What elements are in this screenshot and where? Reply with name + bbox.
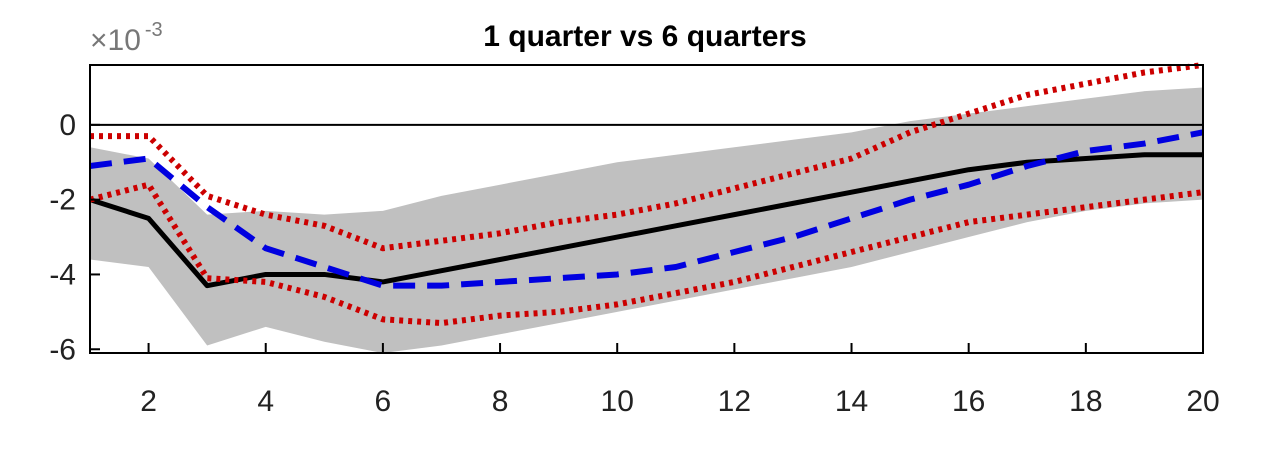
y-tick-label: -6 [49,333,76,366]
x-tick-label: 18 [1069,385,1102,418]
y-exponent-base: ×10 [90,24,141,57]
x-tick-label: 20 [1186,385,1219,418]
y-axis-exponent: ×10 -3 [90,19,163,57]
x-tick-label: 16 [952,385,985,418]
chart-title: 1 quarter vs 6 quarters [483,20,806,53]
y-axis: 0 -2 -4 -6 [49,109,100,366]
y-tick-label: -2 [49,184,76,217]
y-exponent-power: -3 [145,19,163,41]
x-tick-label: 2 [140,385,157,418]
x-tick-label: 4 [257,385,274,418]
plot-frame [89,64,1204,354]
confidence-band-area [90,87,1203,353]
series-lines [89,62,1204,327]
x-tick-label: 6 [375,385,392,418]
confidence-band [90,87,1203,353]
dashed-blue-line-1 [89,129,1204,289]
solid-black-line-0 [89,152,1203,289]
y-tick-label: 0 [59,109,76,142]
y-tick-label: -4 [49,258,76,291]
x-tick-label: 8 [492,385,509,418]
x-tick-label: 14 [835,385,868,418]
x-tick-label: 10 [601,385,634,418]
x-tick-label: 12 [718,385,751,418]
x-axis: 2 4 6 8 10 12 14 16 18 20 [140,343,1220,418]
